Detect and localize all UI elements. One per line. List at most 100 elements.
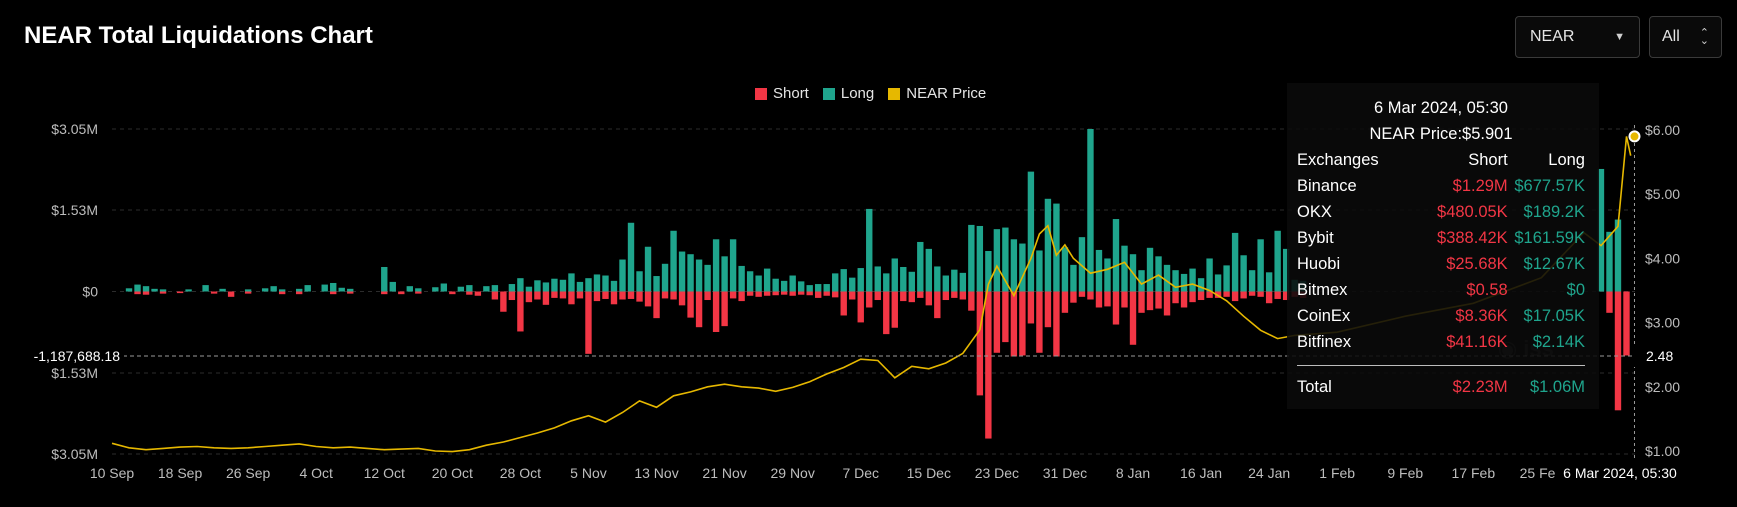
bar-long (1214, 274, 1222, 292)
bar-short (900, 291, 907, 302)
tooltip-title: 6 Mar 2024, 05:30 (1374, 99, 1508, 117)
bar-long (729, 239, 737, 292)
bar-short (576, 291, 584, 299)
legend-item-price[interactable]: NEAR Price (888, 85, 986, 102)
bar-short (1274, 291, 1281, 299)
bar-long (406, 286, 413, 292)
bar-short (159, 291, 167, 294)
bar-short (474, 291, 482, 296)
bar-long (857, 268, 864, 292)
bar-long (483, 286, 490, 292)
bar-long (1104, 258, 1111, 292)
bar-long (993, 229, 1001, 292)
range-select[interactable]: All ⌃ ⌄ (1649, 16, 1722, 58)
bar-short (985, 291, 992, 439)
chevron-down-icon: ▼ (1614, 31, 1625, 43)
x-tick-label: 17 Feb (1452, 465, 1496, 481)
bar-long (1087, 129, 1094, 292)
bar-short (491, 291, 499, 300)
tooltip-header-exchange: Exchanges (1297, 150, 1379, 169)
bar-long (219, 288, 226, 292)
coin-select[interactable]: NEAR ▼ (1515, 16, 1640, 58)
tooltip-long-value: $12.67K (1523, 254, 1585, 273)
bar-short (755, 291, 762, 297)
y-right-tick-label: $3.00 (1645, 315, 1680, 331)
bar-short (815, 291, 822, 298)
bar-long (1010, 239, 1018, 292)
bar-long (151, 288, 158, 292)
bar-short (602, 291, 609, 299)
bar-long (1614, 219, 1622, 292)
bar-long (1231, 232, 1239, 292)
bar-short (1070, 291, 1077, 303)
bar-long (185, 289, 192, 292)
bar-long (763, 268, 771, 292)
bar-short (712, 291, 720, 332)
bar-long (1265, 272, 1273, 292)
bar-short (883, 291, 890, 335)
coin-select-value: NEAR (1530, 28, 1575, 45)
tooltip-exchange: Bitfinex (1297, 332, 1352, 351)
range-select-value: All (1662, 28, 1680, 45)
bar-short (849, 291, 856, 300)
bar-short (780, 291, 788, 295)
bar-short (627, 291, 635, 299)
tooltip-price: NEAR Price:$5.901 (1369, 125, 1513, 143)
bar-long (644, 246, 652, 292)
legend-item-short[interactable]: Short (755, 85, 809, 102)
bar-short (1087, 291, 1094, 300)
y-tick-label: $1.53M (51, 365, 98, 381)
tooltip-total-short: $2.23M (1452, 377, 1508, 396)
crosshair-price-label: 2.48 (1646, 348, 1673, 364)
bar-long (678, 251, 686, 292)
bar-long (695, 259, 703, 292)
x-tick-label: 10 Sep (90, 465, 135, 481)
tooltip-short-value: $0.58 (1466, 280, 1508, 299)
x-tick-label: 5 Nov (570, 465, 607, 481)
legend-item-long[interactable]: Long (822, 85, 874, 102)
bar-long (1019, 243, 1026, 292)
x-tick-label: 13 Nov (634, 465, 678, 481)
bar-short (942, 291, 950, 301)
x-tick-label: 4 Oct (299, 465, 333, 481)
tooltip-short-value: $1.29M (1452, 176, 1508, 195)
bar-long (866, 208, 873, 292)
bar-short (517, 291, 524, 332)
bar-short (1061, 291, 1069, 313)
bar-long (959, 272, 967, 292)
y-right-tick-label: $4.00 (1645, 250, 1680, 266)
bar-short (670, 291, 677, 300)
bar-long (1112, 219, 1120, 292)
bar-long (1206, 258, 1213, 292)
bar-short (1214, 291, 1222, 298)
legend-swatch-short (755, 87, 767, 100)
bar-long (712, 239, 720, 292)
bar-short (644, 291, 652, 307)
bar-short (832, 291, 839, 298)
bar-short (278, 291, 286, 295)
bar-short (1189, 291, 1196, 303)
bar-long (653, 276, 660, 292)
bar-long (738, 265, 745, 292)
bar-long (440, 283, 448, 292)
tooltip-exchange: Huobi (1297, 254, 1341, 273)
bar-short (891, 291, 898, 328)
bar-long (1240, 255, 1247, 292)
bar-short (525, 291, 533, 303)
tooltip-row: CoinEx $8.36K $17.05K (1297, 303, 1585, 329)
bar-short (993, 291, 1001, 353)
x-tick-label: 25 Feb (1520, 465, 1564, 481)
bar-long (278, 289, 286, 292)
bar-short (295, 291, 303, 295)
bar-short (678, 291, 686, 306)
bar-long (1070, 264, 1077, 292)
x-tick-label: 9 Feb (1387, 465, 1423, 481)
y-tick-label: $1.53M (51, 202, 98, 218)
bar-short (917, 291, 924, 298)
crosshair-x-label-box (1555, 462, 1685, 484)
bar-short (976, 291, 984, 396)
bar-short (1002, 291, 1009, 343)
tooltip-exchange: CoinEx (1297, 306, 1351, 325)
bar-short (551, 291, 558, 298)
bar-short (176, 291, 184, 294)
